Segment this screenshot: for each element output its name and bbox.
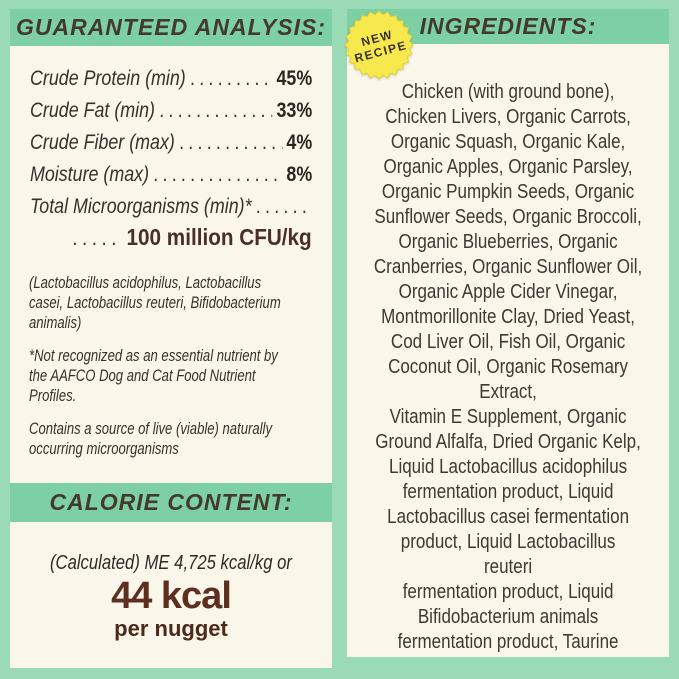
calorie-kcal-value: 44 kcal bbox=[111, 575, 232, 617]
guaranteed-analysis-title: GUARANTEED ANALYSIS: bbox=[15, 14, 327, 40]
analysis-row: Total Microorganisms (min)* bbox=[30, 191, 312, 223]
ingredients-panel: INGREDIENTS: Chicken (with ground bone),… bbox=[344, 9, 669, 657]
ingredients-line: Cranberries, Organic Sunflower Oil, bbox=[373, 256, 643, 278]
badge-starburst-shape bbox=[344, 10, 414, 80]
analysis-rows: Crude Protein (min) 45% Crude Fat (min) 33%… bbox=[30, 63, 312, 223]
ingredients-line: Organic Apples, Organic Parsley, bbox=[383, 156, 633, 178]
analysis-row-value: 33% bbox=[276, 99, 313, 122]
dot-leader bbox=[179, 127, 282, 159]
ingredients-line: Liquid Lactobacillus acidophilus bbox=[388, 456, 628, 478]
starburst-icon bbox=[344, 10, 414, 80]
ingredients-line: fermentation product, Liquid bbox=[402, 581, 614, 603]
analysis-row-label: Crude Fat (min) bbox=[30, 99, 155, 122]
cfu-line: 100 million CFU/kg bbox=[30, 223, 312, 255]
calorie-content-title: CALORIE CONTENT: bbox=[49, 489, 293, 515]
ingredients-line: Organic Pumpkin Seeds, Organic bbox=[381, 181, 635, 203]
new-recipe-badge: NEW RECIPE bbox=[344, 10, 414, 80]
ingredients-line: Sunflower Seeds, Organic Broccoli, bbox=[374, 206, 642, 228]
analysis-row-label: Total Microorganisms (min)* bbox=[30, 195, 252, 218]
ingredients-line: Organic Apple Cider Vinegar, bbox=[398, 281, 618, 303]
analysis-row: Crude Fiber (max) 4% bbox=[30, 127, 312, 159]
ingredients-line: Cod Liver Oil, Fish Oil, Organic bbox=[390, 331, 626, 353]
ingredients-line: Organic Blueberries, Organic bbox=[398, 231, 618, 253]
analysis-row-value: 45% bbox=[276, 67, 313, 90]
ingredients-line: product, Liquid Lactobacillus bbox=[400, 531, 616, 553]
ingredients-line: Vitamin E Supplement, Organic bbox=[389, 406, 627, 428]
ingredients-list: Chicken (with ground bone), Chicken Liver… bbox=[347, 80, 669, 655]
ingredients-title: INGREDIENTS: bbox=[419, 13, 597, 39]
ingredients-line: Chicken Livers, Organic Carrots, bbox=[385, 106, 631, 128]
ingredients-line: fermentation product, Taurine bbox=[397, 631, 619, 653]
dot-leader bbox=[153, 159, 282, 191]
analysis-row: Crude Fat (min) 33% bbox=[30, 95, 312, 127]
analysis-row-value: 8% bbox=[286, 163, 313, 186]
analysis-row: Moisture (max) 8% bbox=[30, 159, 312, 191]
guaranteed-analysis-panel: GUARANTEED ANALYSIS: Crude Protein (min)… bbox=[10, 9, 332, 668]
calorie-per-nugget: per nugget bbox=[114, 616, 228, 641]
note-paragraph: *Not recognized as an essential nutrient… bbox=[29, 346, 326, 406]
ingredients-line: Bifidobacterium animals bbox=[417, 606, 599, 628]
note-line: casei, Lactobacillus reuteri, Bifidobact… bbox=[29, 293, 281, 312]
ingredients-line: fermentation product, Liquid bbox=[402, 481, 614, 503]
analysis-row-value: 4% bbox=[286, 131, 313, 154]
note-paragraph: (Lactobacillus acidophilus, Lactobacillu… bbox=[29, 273, 326, 333]
dot-leader bbox=[256, 191, 308, 223]
guaranteed-analysis-header: GUARANTEED ANALYSIS: bbox=[10, 9, 332, 46]
ingredients-line: Montmorillonite Clay, Dried Yeast, bbox=[381, 306, 636, 328]
dot-leader bbox=[159, 95, 272, 127]
note-line: Profiles. bbox=[29, 386, 77, 405]
analysis-row-label: Crude Protein (min) bbox=[30, 67, 186, 90]
ingredients-line: Coconut Oil, Organic Rosemary bbox=[388, 356, 629, 378]
ingredients-line: Organic Squash, Organic Kale, bbox=[390, 131, 626, 153]
note-paragraph: Contains a source of live (viable) natur… bbox=[29, 419, 326, 459]
note-line: Contains a source of live (viable) natur… bbox=[29, 419, 273, 438]
ingredients-line: reuteri bbox=[483, 556, 533, 578]
calorie-content-header: CALORIE CONTENT: bbox=[10, 483, 332, 522]
analysis-row-label: Moisture (max) bbox=[30, 163, 150, 186]
calorie-content-section: CALORIE CONTENT: (Calculated) ME 4,725 k… bbox=[10, 483, 332, 642]
note-line: the AAFCO Dog and Cat Food Nutrient bbox=[29, 366, 256, 385]
analysis-notes: (Lactobacillus acidophilus, Lactobacillu… bbox=[29, 273, 326, 459]
note-line: occurring microorganisms bbox=[29, 439, 179, 458]
analysis-row: Crude Protein (min) 45% bbox=[30, 63, 312, 95]
note-line: *Not recognized as an essential nutrient… bbox=[29, 346, 278, 365]
note-line: animalis) bbox=[29, 313, 82, 332]
calorie-calculated-line: (Calculated) ME 4,725 kcal/kg or bbox=[49, 552, 292, 574]
ingredients-line: Ground Alfalfa, Dried Organic Kelp, bbox=[375, 431, 641, 453]
analysis-row-label: Crude Fiber (max) bbox=[30, 131, 175, 154]
note-line: (Lactobacillus acidophilus, Lactobacillu… bbox=[29, 273, 262, 292]
ingredients-line: Lactobacillus casei fermentation bbox=[387, 506, 630, 528]
cfu-value: 100 million CFU/kg bbox=[126, 224, 312, 250]
ingredients-line: Extract, bbox=[479, 381, 537, 403]
dot-leader bbox=[72, 225, 122, 255]
dot-leader bbox=[190, 63, 272, 95]
ingredients-line: Chicken (with ground bone), bbox=[401, 81, 615, 103]
